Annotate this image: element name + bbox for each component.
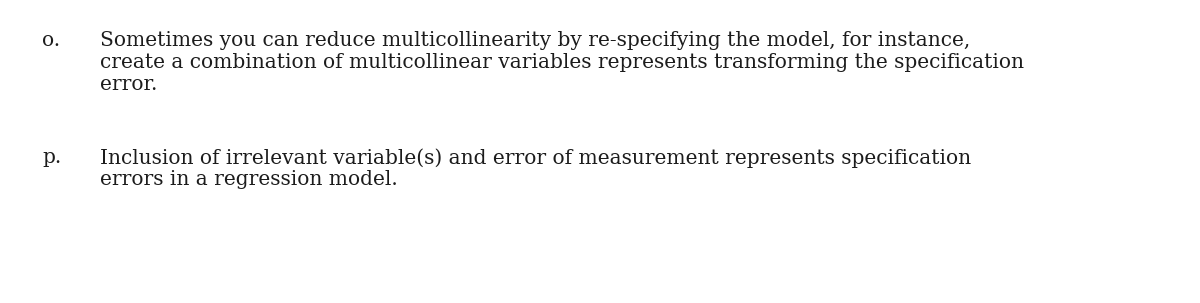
Text: errors in a regression model.: errors in a regression model. [100,170,397,189]
Text: Inclusion of irrelevant variable(s) and error of measurement represents specific: Inclusion of irrelevant variable(s) and … [100,148,971,168]
Text: p.: p. [42,148,61,167]
Text: Sometimes you can reduce multicollinearity by re-specifying the model, for insta: Sometimes you can reduce multicollineari… [100,31,971,50]
Text: o.: o. [42,31,60,50]
Text: create a combination of multicollinear variables represents transforming the spe: create a combination of multicollinear v… [100,53,1024,72]
Text: error.: error. [100,75,157,94]
